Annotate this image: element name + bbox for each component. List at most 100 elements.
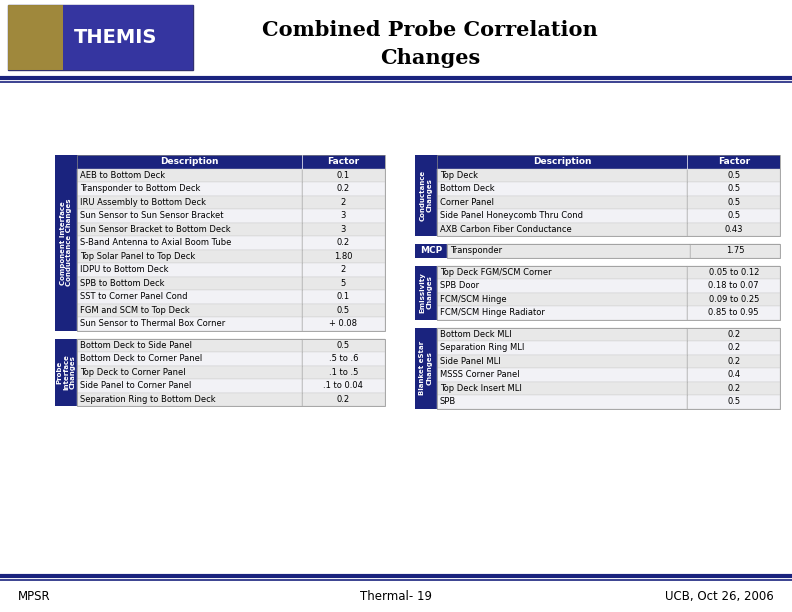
- Bar: [690, 244, 780, 258]
- Text: 0.43: 0.43: [725, 225, 743, 234]
- Bar: [687, 354, 780, 368]
- Text: 0.2: 0.2: [727, 357, 741, 366]
- Bar: [447, 244, 780, 258]
- Text: 0.1: 0.1: [337, 171, 350, 180]
- Bar: [302, 277, 385, 290]
- Bar: [302, 182, 385, 195]
- Bar: [302, 379, 385, 392]
- Bar: [687, 279, 780, 293]
- Text: Combined Probe Correlation: Combined Probe Correlation: [262, 20, 598, 40]
- Bar: [55, 338, 77, 406]
- Bar: [687, 306, 780, 319]
- Text: Component Interface
Conductance Changes: Component Interface Conductance Changes: [59, 199, 73, 286]
- Text: Sun Sensor to Sun Sensor Bracket: Sun Sensor to Sun Sensor Bracket: [80, 211, 223, 220]
- Bar: [437, 266, 780, 319]
- Bar: [77, 182, 302, 195]
- Bar: [302, 195, 385, 209]
- Text: 0.5: 0.5: [337, 341, 350, 349]
- Text: IDPU to Bottom Deck: IDPU to Bottom Deck: [80, 265, 169, 274]
- Text: SPB: SPB: [440, 397, 456, 406]
- Text: .5 to .6: .5 to .6: [329, 354, 358, 364]
- Bar: [687, 182, 780, 195]
- Text: 0.5: 0.5: [727, 198, 741, 207]
- Text: SST to Corner Panel Cond: SST to Corner Panel Cond: [80, 293, 188, 301]
- Bar: [415, 266, 437, 319]
- Text: Bottom Deck to Corner Panel: Bottom Deck to Corner Panel: [80, 354, 202, 364]
- Bar: [437, 266, 687, 279]
- Bar: [437, 395, 687, 408]
- Text: Top Deck Insert MLI: Top Deck Insert MLI: [440, 384, 522, 393]
- Bar: [55, 155, 77, 330]
- Text: UCB, Oct 26, 2006: UCB, Oct 26, 2006: [665, 590, 774, 603]
- Bar: [302, 236, 385, 250]
- Bar: [77, 379, 302, 392]
- Bar: [77, 155, 385, 168]
- Bar: [415, 327, 437, 408]
- Text: THEMIS: THEMIS: [74, 28, 157, 47]
- Bar: [437, 293, 687, 306]
- Text: MSSS Corner Panel: MSSS Corner Panel: [440, 370, 520, 379]
- Bar: [437, 168, 687, 182]
- Text: + 0.08: + 0.08: [329, 319, 357, 328]
- Text: .1 to 0.04: .1 to 0.04: [323, 381, 364, 390]
- Bar: [437, 354, 687, 368]
- Bar: [77, 236, 302, 250]
- Bar: [77, 155, 385, 330]
- Bar: [437, 223, 687, 236]
- Bar: [77, 304, 302, 317]
- Bar: [77, 209, 302, 223]
- Text: Changes: Changes: [380, 48, 480, 68]
- Bar: [437, 195, 687, 209]
- Bar: [687, 381, 780, 395]
- Text: FGM and SCM to Top Deck: FGM and SCM to Top Deck: [80, 306, 190, 315]
- Text: IRU Assembly to Bottom Deck: IRU Assembly to Bottom Deck: [80, 198, 206, 207]
- Bar: [302, 250, 385, 263]
- Text: Top Solar Panel to Top Deck: Top Solar Panel to Top Deck: [80, 252, 196, 261]
- Text: 0.2: 0.2: [727, 343, 741, 353]
- Text: S-Band Antenna to Axial Boom Tube: S-Band Antenna to Axial Boom Tube: [80, 238, 231, 247]
- Text: 0.05 to 0.12: 0.05 to 0.12: [709, 268, 759, 277]
- Text: AEB to Bottom Deck: AEB to Bottom Deck: [80, 171, 165, 180]
- Text: Bottom Deck: Bottom Deck: [440, 184, 495, 193]
- Text: FCM/SCM Hinge Radiator: FCM/SCM Hinge Radiator: [440, 308, 545, 317]
- Bar: [437, 155, 780, 168]
- Bar: [415, 244, 447, 258]
- Text: 3: 3: [341, 211, 346, 220]
- Text: Bottom Deck MLI: Bottom Deck MLI: [440, 330, 512, 339]
- Text: 0.2: 0.2: [337, 184, 350, 193]
- Bar: [302, 392, 385, 406]
- Text: Blanket eStar
Changes: Blanket eStar Changes: [420, 341, 432, 395]
- Bar: [77, 168, 302, 182]
- Text: 5: 5: [341, 278, 346, 288]
- Bar: [77, 338, 302, 352]
- Bar: [8, 5, 63, 70]
- Bar: [77, 250, 302, 263]
- Text: Top Deck FGM/SCM Corner: Top Deck FGM/SCM Corner: [440, 268, 551, 277]
- Text: 0.2: 0.2: [337, 395, 350, 404]
- Text: 0.5: 0.5: [337, 306, 350, 315]
- Text: 0.85 to 0.95: 0.85 to 0.95: [709, 308, 759, 317]
- Text: Transponder: Transponder: [450, 246, 502, 255]
- Text: Description: Description: [160, 157, 219, 166]
- Text: 0.2: 0.2: [727, 330, 741, 339]
- Text: Description: Description: [533, 157, 592, 166]
- Text: FCM/SCM Hinge: FCM/SCM Hinge: [440, 295, 507, 304]
- Bar: [302, 317, 385, 330]
- Text: Sun Sensor to Thermal Box Corner: Sun Sensor to Thermal Box Corner: [80, 319, 225, 328]
- Bar: [77, 195, 302, 209]
- Text: SPB to Bottom Deck: SPB to Bottom Deck: [80, 278, 165, 288]
- Text: .1 to .5: .1 to .5: [329, 368, 358, 377]
- Text: Side Panel MLI: Side Panel MLI: [440, 357, 501, 366]
- Text: Factor: Factor: [327, 157, 360, 166]
- Bar: [77, 352, 302, 365]
- Text: Bottom Deck to Side Panel: Bottom Deck to Side Panel: [80, 341, 192, 349]
- Bar: [437, 209, 687, 223]
- Text: MPSR: MPSR: [18, 590, 51, 603]
- Bar: [302, 209, 385, 223]
- Bar: [687, 395, 780, 408]
- Text: 1.75: 1.75: [725, 246, 744, 255]
- Bar: [437, 368, 687, 381]
- Bar: [687, 368, 780, 381]
- Bar: [302, 290, 385, 304]
- Text: 0.5: 0.5: [727, 397, 741, 406]
